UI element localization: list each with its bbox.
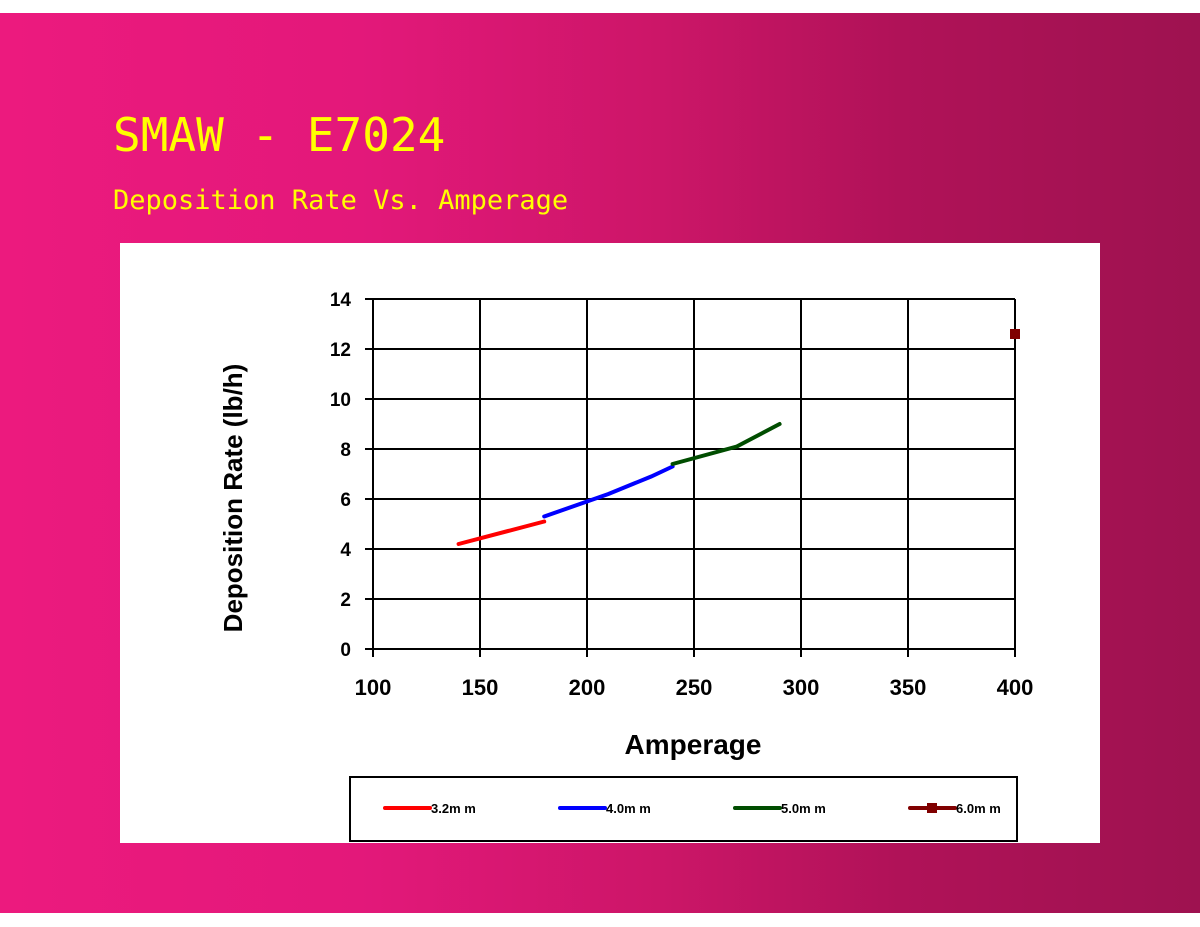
chart-legend: 3.2m m 4.0m m 5.0m m 6.0m m [349,776,1018,842]
chart-series [456,329,1020,546]
slide-subtitle: Deposition Rate Vs. Amperage [113,185,569,216]
chart-grid [365,298,1016,657]
series-line [456,519,547,546]
y-tick-label: 4 [340,540,351,561]
y-tick-label: 6 [340,490,351,511]
x-tick-label: 350 [890,675,927,700]
legend-label: 6.0m m [956,801,1001,816]
slide-background: SMAW - E7024 Deposition Rate Vs. Amperag… [0,13,1200,913]
slide-title: SMAW - E7024 [113,108,446,162]
y-tick-label: 8 [340,440,351,461]
x-axis-label: Amperage [625,729,762,760]
legend-label: 3.2m m [431,801,476,816]
x-tick-label: 250 [676,675,713,700]
series-line [670,422,782,466]
x-tick-label: 200 [569,675,606,700]
chart-panel: 0 2 4 6 8 10 12 14 100 150 200 250 300 350 400 Deposi… [120,243,1100,843]
x-axis-ticks: 100 150 200 250 300 350 400 [355,675,1034,700]
y-tick-label: 0 [340,640,351,661]
x-tick-label: 100 [355,675,392,700]
x-tick-label: 300 [783,675,820,700]
y-axis-ticks: 0 2 4 6 8 10 12 14 [330,290,352,661]
x-tick-label: 150 [462,675,499,700]
series-line [542,464,675,519]
y-tick-label: 12 [330,340,351,361]
y-tick-label: 2 [340,590,351,611]
legend-label: 4.0m m [606,801,651,816]
legend-label: 5.0m m [781,801,826,816]
y-tick-label: 10 [330,390,351,411]
chart: 0 2 4 6 8 10 12 14 100 150 200 250 300 350 400 Deposi… [218,290,1034,842]
y-tick-label: 14 [330,290,352,311]
y-axis-label: Deposition Rate (lb/h) [218,364,248,633]
series-marker [1010,329,1020,339]
x-tick-label: 400 [997,675,1034,700]
